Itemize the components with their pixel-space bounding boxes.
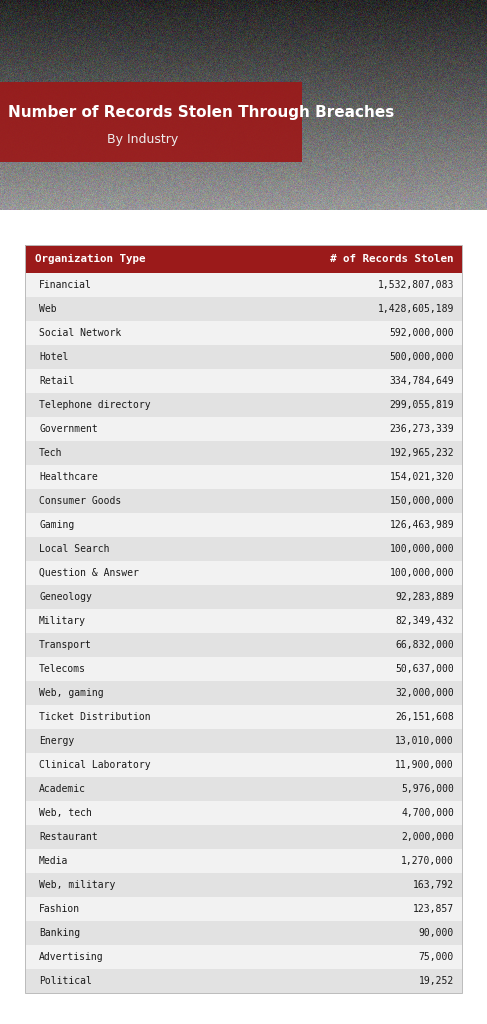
Text: 66,832,000: 66,832,000 — [395, 640, 454, 650]
Text: 299,055,819: 299,055,819 — [390, 400, 454, 410]
Bar — [25, 897, 462, 921]
Text: 123,857: 123,857 — [413, 904, 454, 914]
Text: 5,976,000: 5,976,000 — [401, 784, 454, 794]
Text: Retail: Retail — [39, 376, 74, 386]
Bar — [25, 609, 462, 633]
Bar — [25, 245, 462, 273]
Text: 1,270,000: 1,270,000 — [401, 856, 454, 866]
Bar — [25, 321, 462, 345]
Text: Web: Web — [39, 304, 56, 314]
Bar — [25, 777, 462, 801]
Text: 100,000,000: 100,000,000 — [390, 544, 454, 554]
Bar — [25, 969, 462, 993]
Bar — [25, 849, 462, 873]
Bar — [25, 393, 462, 417]
Text: Web, tech: Web, tech — [39, 808, 92, 818]
Bar — [25, 561, 462, 585]
Bar — [25, 513, 462, 537]
Bar — [25, 441, 462, 465]
Text: Transport: Transport — [39, 640, 92, 650]
Text: Media: Media — [39, 856, 68, 866]
Text: 26,151,608: 26,151,608 — [395, 712, 454, 722]
Text: Consumer Goods: Consumer Goods — [39, 496, 121, 506]
Text: Advertising: Advertising — [39, 952, 104, 962]
Text: 11,900,000: 11,900,000 — [395, 760, 454, 770]
Text: 75,000: 75,000 — [419, 952, 454, 962]
Text: Telecoms: Telecoms — [39, 664, 86, 674]
Bar — [25, 465, 462, 489]
Text: Web, gaming: Web, gaming — [39, 688, 104, 698]
Bar — [25, 633, 462, 657]
Text: 2,000,000: 2,000,000 — [401, 831, 454, 842]
Text: 13,010,000: 13,010,000 — [395, 736, 454, 746]
Text: 592,000,000: 592,000,000 — [390, 328, 454, 338]
Text: 4,700,000: 4,700,000 — [401, 808, 454, 818]
Text: 1,532,807,083: 1,532,807,083 — [377, 280, 454, 290]
Text: Banking: Banking — [39, 928, 80, 938]
Text: Social Network: Social Network — [39, 328, 121, 338]
Text: 92,283,889: 92,283,889 — [395, 592, 454, 602]
FancyBboxPatch shape — [0, 82, 302, 162]
Text: 82,349,432: 82,349,432 — [395, 616, 454, 626]
Text: 150,000,000: 150,000,000 — [390, 496, 454, 506]
Text: Clinical Laboratory: Clinical Laboratory — [39, 760, 150, 770]
Text: Military: Military — [39, 616, 86, 626]
Bar — [25, 297, 462, 321]
Bar — [25, 921, 462, 945]
Text: 32,000,000: 32,000,000 — [395, 688, 454, 698]
Bar — [25, 245, 462, 993]
Bar — [25, 729, 462, 753]
Text: 1,428,605,189: 1,428,605,189 — [377, 304, 454, 314]
Text: Tech: Tech — [39, 449, 62, 458]
Bar — [25, 681, 462, 705]
Text: Healthcare: Healthcare — [39, 472, 98, 482]
Text: Restaurant: Restaurant — [39, 831, 98, 842]
Text: 90,000: 90,000 — [419, 928, 454, 938]
Bar — [25, 537, 462, 561]
Text: Organization Type: Organization Type — [35, 254, 146, 264]
Text: 50,637,000: 50,637,000 — [395, 664, 454, 674]
Text: Local Search: Local Search — [39, 544, 110, 554]
Bar — [25, 489, 462, 513]
Bar — [25, 657, 462, 681]
Text: 500,000,000: 500,000,000 — [390, 352, 454, 362]
Bar — [25, 753, 462, 777]
Text: Number of Records Stolen Through Breaches: Number of Records Stolen Through Breache… — [8, 104, 394, 120]
Text: Financial: Financial — [39, 280, 92, 290]
Text: 126,463,989: 126,463,989 — [390, 520, 454, 530]
Bar — [25, 273, 462, 297]
Bar — [25, 585, 462, 609]
Text: Question & Answer: Question & Answer — [39, 568, 139, 578]
Text: Political: Political — [39, 976, 92, 986]
Text: 154,021,320: 154,021,320 — [390, 472, 454, 482]
Text: # of Records Stolen: # of Records Stolen — [331, 254, 454, 264]
Text: 192,965,232: 192,965,232 — [390, 449, 454, 458]
Text: 163,792: 163,792 — [413, 880, 454, 890]
Text: Government: Government — [39, 424, 98, 434]
Text: Gaming: Gaming — [39, 520, 74, 530]
Bar — [25, 345, 462, 369]
Text: 236,273,339: 236,273,339 — [390, 424, 454, 434]
Text: Web, military: Web, military — [39, 880, 115, 890]
Text: Hotel: Hotel — [39, 352, 68, 362]
Text: Academic: Academic — [39, 784, 86, 794]
Bar — [25, 369, 462, 393]
Bar — [25, 705, 462, 729]
Text: Fashion: Fashion — [39, 904, 80, 914]
Text: Ticket Distribution: Ticket Distribution — [39, 712, 150, 722]
Text: Geneology: Geneology — [39, 592, 92, 602]
Bar — [25, 873, 462, 897]
Text: Energy: Energy — [39, 736, 74, 746]
Bar — [25, 801, 462, 825]
Text: 100,000,000: 100,000,000 — [390, 568, 454, 578]
Text: By Industry: By Industry — [107, 133, 178, 146]
Bar — [25, 945, 462, 969]
Text: 334,784,649: 334,784,649 — [390, 376, 454, 386]
Bar — [25, 417, 462, 441]
Bar — [25, 825, 462, 849]
Text: 19,252: 19,252 — [419, 976, 454, 986]
Text: Telephone directory: Telephone directory — [39, 400, 150, 410]
